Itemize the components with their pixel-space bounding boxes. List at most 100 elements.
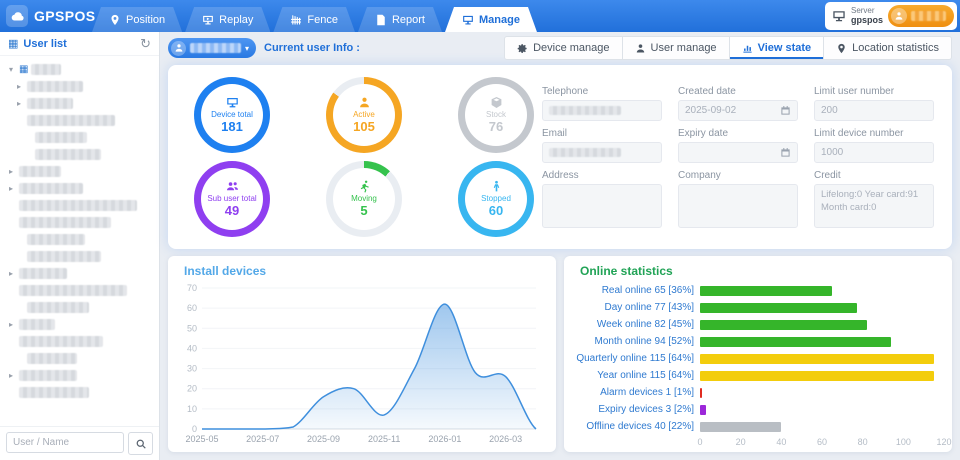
fence-icon xyxy=(290,14,302,26)
tree-item[interactable] xyxy=(6,214,153,231)
tree-item[interactable]: ▸ xyxy=(6,180,153,197)
field-limit-device-number: Limit device number 1000 xyxy=(814,128,934,163)
redacted-tree-label xyxy=(19,387,89,398)
bar[interactable] xyxy=(700,285,833,296)
bar-label: Alarm devices 1 [1%] xyxy=(600,387,694,398)
email-input[interactable] xyxy=(542,142,662,163)
credit-textarea[interactable]: Lifelong:0 Year card:91 Month card:0 xyxy=(814,184,934,228)
tree-item[interactable]: ▸ xyxy=(6,367,153,384)
online-chart-title: Online statistics xyxy=(580,264,673,278)
limit-device-number-input[interactable]: 1000 xyxy=(814,142,934,163)
tab-location-statistics[interactable]: Location statistics xyxy=(824,36,952,60)
company-textarea[interactable] xyxy=(678,184,798,228)
tree-item[interactable]: ▸ xyxy=(6,316,153,333)
tree-item[interactable]: ▾ ▦ xyxy=(6,61,153,78)
tree-item[interactable] xyxy=(6,129,153,146)
field-label: Credit xyxy=(814,170,841,181)
field-value: 200 xyxy=(821,105,838,116)
install-devices-chart: 0 10 20 30 40 50 60 70 2025-05 2025-07 2025-09 2025… xyxy=(185,283,537,444)
server-name: gpspos xyxy=(850,15,883,26)
caret-right-icon[interactable]: ▸ xyxy=(8,269,13,278)
svg-text:50: 50 xyxy=(187,323,197,333)
caret-right-icon[interactable]: ▸ xyxy=(8,371,13,380)
stopped-icon xyxy=(490,180,503,193)
caret-right-icon[interactable]: ▸ xyxy=(16,82,21,91)
tree-item[interactable] xyxy=(6,384,153,401)
tab-position[interactable]: Position xyxy=(92,7,182,32)
tab-device-manage[interactable]: Device manage xyxy=(504,36,623,60)
account-pill[interactable] xyxy=(888,5,954,27)
bar[interactable] xyxy=(700,387,703,398)
bar[interactable] xyxy=(700,319,867,330)
tree-item[interactable] xyxy=(6,299,153,316)
header-right: Server gpspos xyxy=(824,2,957,30)
gauge-value: 105 xyxy=(353,119,375,134)
tab-fence[interactable]: Fence xyxy=(273,7,355,32)
caret-right-icon[interactable]: ▸ xyxy=(8,184,13,193)
redacted-tree-label xyxy=(19,336,103,347)
tree-item[interactable] xyxy=(6,282,153,299)
bar-label: Offline devices 40 [22%] xyxy=(586,421,694,432)
tab-report[interactable]: Report xyxy=(358,7,442,32)
caret-right-icon[interactable]: ▸ xyxy=(8,320,13,329)
gauge-label: Stock xyxy=(485,110,506,119)
tab-manage[interactable]: Manage xyxy=(445,7,537,32)
redacted-tree-label xyxy=(27,81,83,92)
tree-item[interactable] xyxy=(6,146,153,163)
report-icon xyxy=(375,14,387,26)
bar[interactable] xyxy=(700,404,707,415)
tree-item[interactable] xyxy=(6,197,153,214)
tab-label: Report xyxy=(391,13,425,26)
caret-right-icon[interactable]: ▸ xyxy=(16,99,21,108)
main-nav: Position Replay Fence Report Manage xyxy=(92,7,537,32)
tree-item[interactable]: ▸ xyxy=(6,265,153,282)
svg-text:2026-01: 2026-01 xyxy=(428,434,461,444)
expiry-date-input[interactable] xyxy=(678,142,798,163)
svg-text:60: 60 xyxy=(187,303,197,313)
gauge-value: 49 xyxy=(224,203,240,218)
bar-label: Day online 77 [43%] xyxy=(604,302,694,313)
current-user-pill[interactable]: ▾ xyxy=(168,38,256,58)
bar-track xyxy=(700,387,944,398)
tab-view-state[interactable]: View state xyxy=(729,36,825,60)
tree-item[interactable] xyxy=(6,112,153,129)
tree-item[interactable]: ▸ xyxy=(6,163,153,180)
gauge-value: 60 xyxy=(488,203,504,218)
tree-item[interactable] xyxy=(6,248,153,265)
search-button[interactable] xyxy=(128,432,153,455)
bar[interactable] xyxy=(700,353,934,364)
tree-item[interactable] xyxy=(6,333,153,350)
address-textarea[interactable] xyxy=(542,184,662,228)
bar[interactable] xyxy=(700,370,934,381)
bar-label: Week online 82 [45%] xyxy=(596,319,694,330)
redacted-tree-label xyxy=(19,200,137,211)
bar[interactable] xyxy=(700,336,892,347)
replay-icon xyxy=(202,14,214,26)
tree-item[interactable]: ▸ xyxy=(6,78,153,95)
redacted-value xyxy=(549,106,621,115)
tree-item[interactable]: ▸ xyxy=(6,95,153,112)
bar[interactable] xyxy=(700,421,782,432)
created-date-input[interactable]: 2025-09-02 xyxy=(678,100,798,121)
tree-item[interactable] xyxy=(6,231,153,248)
bar-track xyxy=(700,404,944,415)
calendar-icon xyxy=(780,105,791,116)
svg-text:2025-09: 2025-09 xyxy=(307,434,340,444)
caret-right-icon[interactable]: ▸ xyxy=(8,167,13,176)
limit-user-number-input[interactable]: 200 xyxy=(814,100,934,121)
telephone-input[interactable] xyxy=(542,100,662,121)
redacted-value xyxy=(549,148,621,157)
server-info: Server gpspos xyxy=(851,6,883,26)
user-info-form: Telephone Created date 2025-09-02 Limit use… xyxy=(542,73,938,241)
field-label: Created date xyxy=(678,86,736,97)
tree-item[interactable] xyxy=(6,350,153,367)
gauge-grid: Device total 181 Active 105 Stock 76 Sub user … xyxy=(182,73,534,241)
tab-replay[interactable]: Replay xyxy=(185,7,270,32)
svg-text:2025-07: 2025-07 xyxy=(246,434,279,444)
bar[interactable] xyxy=(700,302,857,313)
refresh-icon[interactable]: ↻ xyxy=(140,35,151,51)
tab-user-manage[interactable]: User manage xyxy=(622,36,730,60)
caret-down-icon[interactable]: ▾ xyxy=(8,65,13,74)
search-input[interactable] xyxy=(6,432,124,453)
bar-row-expiry-devices: Expiry devices 3 [2%] xyxy=(572,401,944,418)
